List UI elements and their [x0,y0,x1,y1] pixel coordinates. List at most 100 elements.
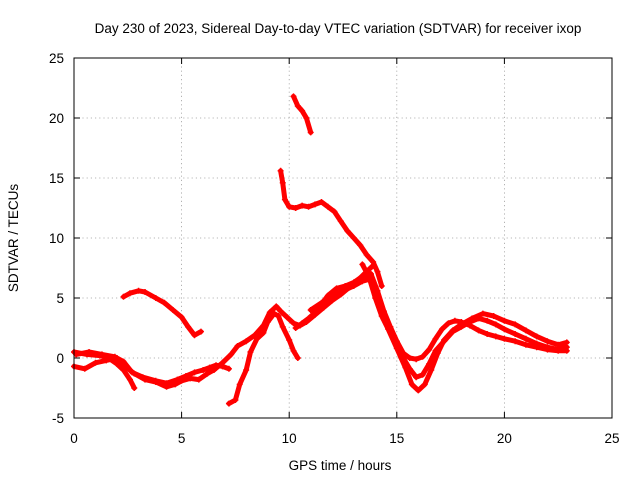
data-point [303,115,310,121]
data-point [120,293,127,300]
data-point [275,313,282,319]
data-point [131,385,138,391]
data-point [191,369,198,376]
data-point [253,335,260,342]
data-point [415,387,422,394]
data-point [161,299,168,306]
data-point [512,338,519,345]
data-point [163,383,170,390]
data-point [284,314,291,321]
data-point [243,338,250,345]
data-point [243,367,250,373]
data-point [426,346,433,353]
data-point [305,315,312,322]
data-point [378,313,385,319]
series-line [291,93,314,135]
data-point [337,218,344,225]
data-point [312,201,319,208]
data-point [251,332,258,339]
series-arc-3 [73,349,217,390]
data-point [292,205,299,211]
data-point [331,208,338,215]
data-point [286,337,293,343]
series-line [226,311,301,407]
data-point [329,292,336,299]
x-tick-label: 5 [178,431,186,446]
data-point [178,314,185,321]
data-point [365,273,372,280]
x-tick-label: 0 [70,431,78,446]
data-point [445,320,452,327]
y-tick-label: 25 [49,51,64,66]
data-point [385,326,392,333]
y-tick-label: 0 [56,351,64,366]
data-point [236,381,243,388]
data-point [469,315,476,322]
data-point [142,376,149,383]
data-point [378,283,385,289]
data-point [277,167,284,174]
data-point [120,362,127,369]
series-arc-4 [120,287,204,339]
data-point [370,259,377,265]
data-point [544,344,551,351]
data-point [458,321,465,328]
data-point [197,328,204,335]
data-point [324,203,331,210]
data-point [333,285,340,292]
grid-lines [74,58,612,418]
data-point [92,359,99,366]
data-point [187,375,194,382]
data-point [484,317,491,324]
data-point [152,379,159,385]
data-point [81,365,88,372]
series-line [121,288,204,338]
data-point [350,235,357,241]
x-tick-label: 25 [604,431,619,446]
data-point [228,351,235,358]
data-point [131,370,138,377]
data-point [200,367,207,373]
series-line [308,276,570,380]
data-point [111,353,118,360]
data-point [421,381,428,388]
data-point [563,339,570,346]
data-point [152,295,159,301]
data-point [522,327,529,334]
data-point [86,349,93,355]
data-point [294,103,301,109]
data-point [555,341,562,348]
y-tick-label: 10 [49,231,64,246]
series-arc-6 [210,262,377,373]
y-tick-label: 20 [49,111,64,126]
data-point [522,335,529,342]
data-point [344,227,351,234]
data-point [490,313,497,319]
data-point [307,129,314,136]
data-point [191,332,198,339]
data-point [312,309,319,316]
data-point [374,268,381,275]
series-arc-11 [290,93,314,136]
data-point [279,179,286,186]
data-point [359,261,366,268]
data-point [260,322,267,329]
data-point [172,381,179,388]
data-point [126,376,133,383]
data-point [419,371,426,378]
series-arc-7 [292,271,570,363]
data-point [432,335,439,342]
data-point [533,333,540,340]
data-point [126,290,133,297]
data-point [402,364,409,371]
data-point [225,400,232,407]
data-point [281,196,288,203]
series-arc-8 [307,275,570,381]
data-point [449,327,456,334]
data-point [299,202,306,209]
data-point [357,242,364,249]
data-point [544,338,551,345]
data-series-group [71,93,570,407]
axis-ticks: 0 5 10 15 20 25 -5 0 5 10 15 20 25 [49,51,620,446]
y-axis-label: SDTVAR / TECUs [6,184,21,293]
